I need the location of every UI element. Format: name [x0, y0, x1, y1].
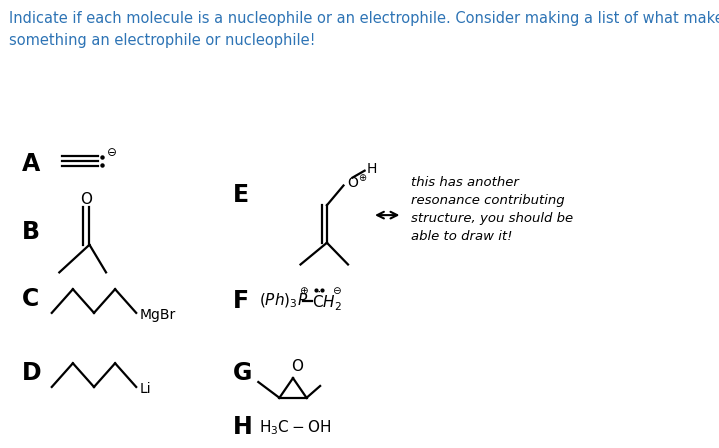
Text: Li: Li: [139, 382, 151, 396]
Text: O: O: [290, 359, 303, 374]
Text: H: H: [367, 162, 377, 176]
Text: D: D: [22, 361, 41, 385]
Text: E: E: [233, 183, 249, 207]
Text: $\mathrm{O^{\oplus}}$: $\mathrm{O^{\oplus}}$: [347, 174, 367, 191]
Text: $\ominus$: $\ominus$: [332, 284, 342, 296]
Text: this has another
resonance contributing
structure, you should be
able to draw it: this has another resonance contributing …: [411, 176, 574, 243]
Text: $\dot{\mathrm{C}}H_2$: $\dot{\mathrm{C}}H_2$: [312, 289, 342, 313]
Text: MgBr: MgBr: [140, 308, 176, 322]
Text: $\mathrm{H_3C-OH}$: $\mathrm{H_3C-OH}$: [259, 418, 331, 437]
Text: $(Ph)_3P$: $(Ph)_3P$: [259, 292, 308, 310]
Text: $\oplus$: $\oplus$: [299, 284, 308, 296]
Text: C: C: [22, 287, 39, 311]
Text: F: F: [233, 289, 249, 313]
Text: $\ominus$: $\ominus$: [106, 146, 116, 159]
Text: O: O: [81, 192, 93, 207]
Text: A: A: [22, 152, 40, 176]
Text: B: B: [22, 220, 40, 244]
Text: H: H: [233, 415, 252, 439]
Text: Indicate if each molecule is a nucleophile or an electrophile. Consider making a: Indicate if each molecule is a nucleophi…: [9, 11, 719, 48]
Text: G: G: [233, 361, 252, 385]
